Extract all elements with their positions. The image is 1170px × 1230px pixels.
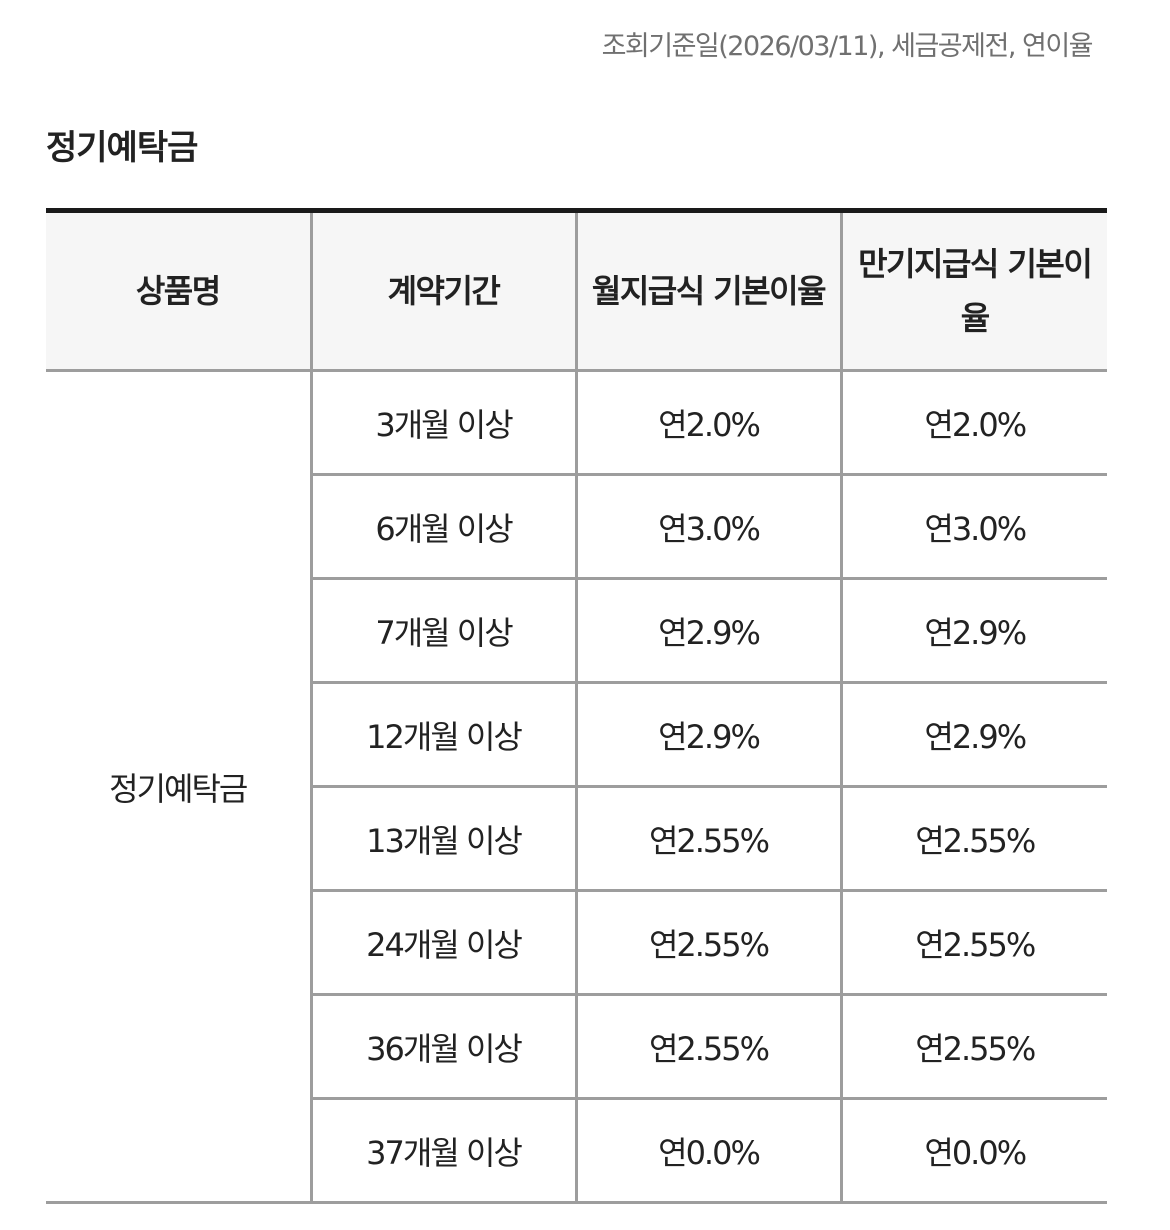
table-row: 6개월 이상 연3.0% 연3.0% — [46, 474, 1107, 580]
table-row: 12개월 이상 연2.9% 연2.9% — [46, 682, 1107, 788]
maturity-rate-cell: 연0.0% — [841, 1098, 1107, 1204]
table-row: 36개월 이상 연2.55% 연2.55% — [46, 994, 1107, 1100]
monthly-rate-cell: 연2.9% — [576, 578, 843, 684]
header-contract-term: 계약기간 — [311, 210, 578, 372]
monthly-rate-cell: 연3.0% — [576, 474, 843, 580]
term-cell: 37개월 이상 — [311, 1098, 578, 1204]
interest-rate-table: 상품명 계약기간 월지급식 기본이율 만기지급식 기본이율 정기예탁금 3개월 … — [46, 208, 1107, 1204]
term-cell: 3개월 이상 — [311, 370, 578, 476]
monthly-rate-cell: 연2.55% — [576, 994, 843, 1100]
monthly-rate-cell: 연2.55% — [576, 890, 843, 996]
monthly-rate-cell: 연2.0% — [576, 370, 843, 476]
table-row: 7개월 이상 연2.9% 연2.9% — [46, 578, 1107, 684]
maturity-rate-cell: 연2.0% — [841, 370, 1107, 476]
table-row: 정기예탁금 3개월 이상 연2.0% 연2.0% — [46, 370, 1107, 1204]
term-cell: 6개월 이상 — [311, 474, 578, 580]
table-header-row: 상품명 계약기간 월지급식 기본이율 만기지급식 기본이율 — [46, 210, 1107, 372]
term-cell: 13개월 이상 — [311, 786, 578, 892]
maturity-rate-cell: 연2.9% — [841, 578, 1107, 684]
product-name-cell: 정기예탁금 — [46, 370, 313, 1204]
rate-notice: 조회기준일(2026/03/11), 세금공제전, 연이율 — [601, 31, 1094, 62]
table-row: 24개월 이상 연2.55% 연2.55% — [46, 890, 1107, 996]
header-maturity-rate: 만기지급식 기본이율 — [841, 210, 1107, 372]
term-cell: 24개월 이상 — [311, 890, 578, 996]
maturity-rate-cell: 연2.55% — [841, 994, 1107, 1100]
monthly-rate-cell: 연2.9% — [576, 682, 843, 788]
maturity-rate-cell: 연2.55% — [841, 786, 1107, 892]
term-cell: 36개월 이상 — [311, 994, 578, 1100]
term-cell: 7개월 이상 — [311, 578, 578, 684]
monthly-rate-cell: 연2.55% — [576, 786, 843, 892]
header-product-name: 상품명 — [46, 210, 313, 372]
maturity-rate-cell: 연3.0% — [841, 474, 1107, 580]
table-header: 상품명 계약기간 월지급식 기본이율 만기지급식 기본이율 — [46, 210, 1107, 372]
table-body: 정기예탁금 3개월 이상 연2.0% 연2.0% 6개월 이상 연3.0% 연3… — [46, 370, 1107, 1204]
maturity-rate-cell: 연2.55% — [841, 890, 1107, 996]
header-monthly-rate: 월지급식 기본이율 — [576, 210, 843, 372]
table-row: 13개월 이상 연2.55% 연2.55% — [46, 786, 1107, 892]
term-cell: 12개월 이상 — [311, 682, 578, 788]
maturity-rate-cell: 연2.9% — [841, 682, 1107, 788]
table-row: 37개월 이상 연0.0% 연0.0% — [46, 1098, 1107, 1204]
monthly-rate-cell: 연0.0% — [576, 1098, 843, 1204]
section-title: 정기예탁금 — [46, 128, 198, 168]
